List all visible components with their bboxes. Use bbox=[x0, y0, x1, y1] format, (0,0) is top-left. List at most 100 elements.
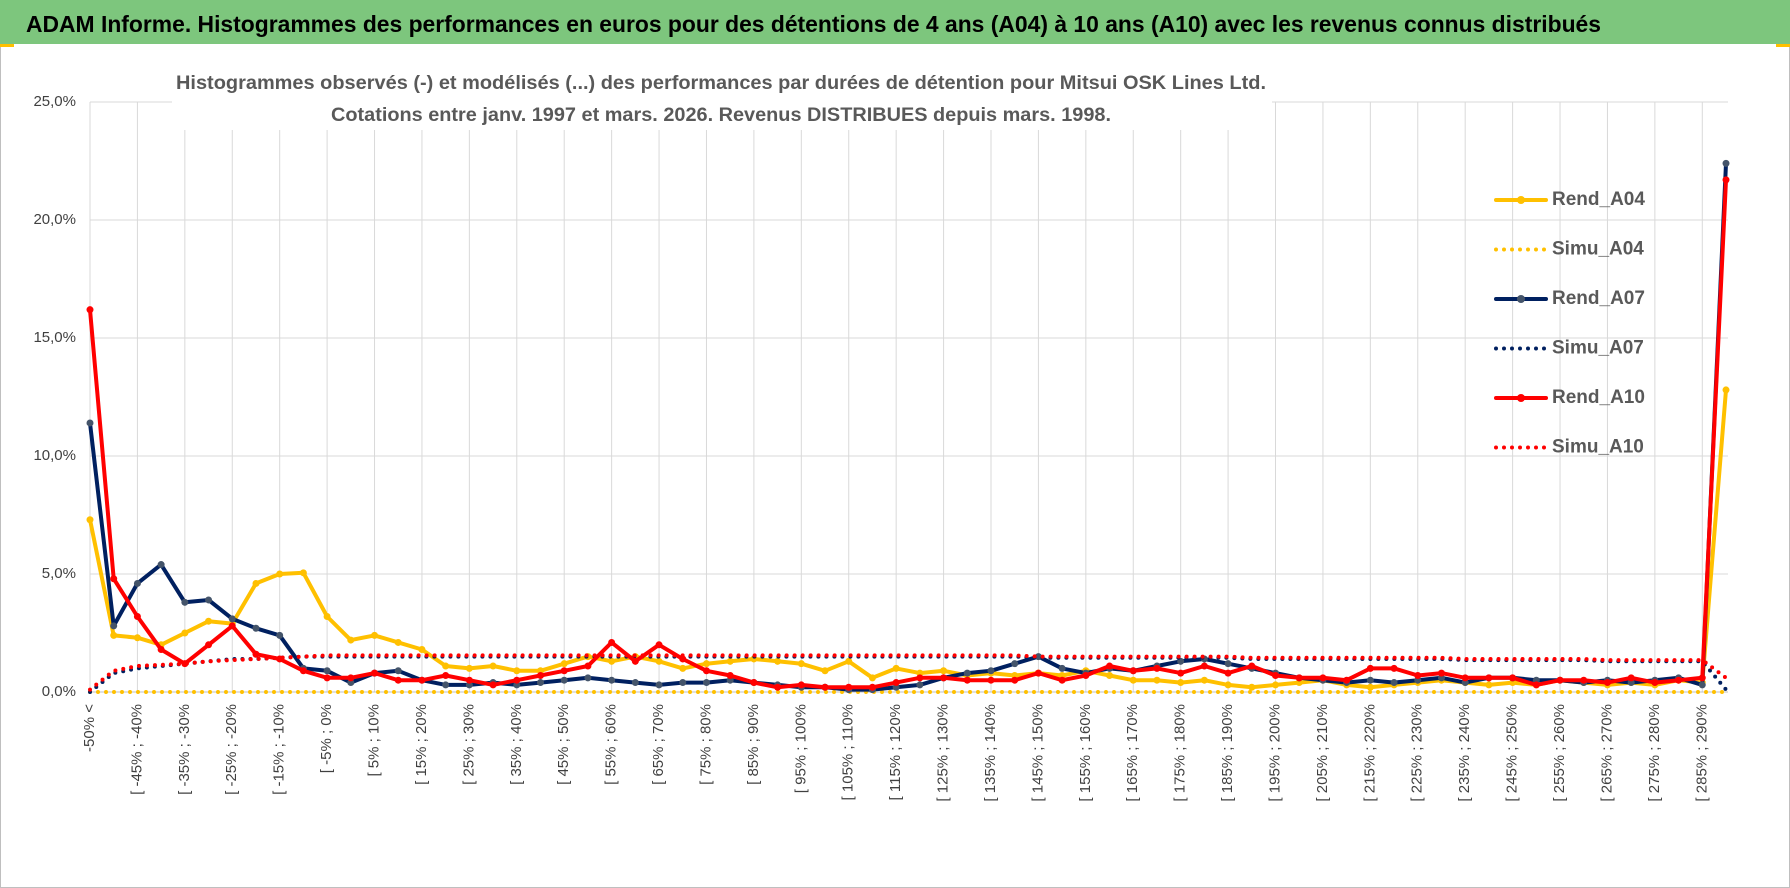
marker bbox=[1058, 664, 1066, 672]
marker bbox=[1580, 676, 1588, 684]
marker bbox=[228, 622, 236, 630]
marker bbox=[750, 679, 758, 687]
marker bbox=[560, 676, 568, 684]
marker bbox=[228, 615, 236, 623]
x-tick-label: [ -35% ; -30% bbox=[176, 704, 193, 795]
marker bbox=[1248, 683, 1256, 691]
x-tick-label: [ 285% ; 290% bbox=[1693, 704, 1710, 802]
marker bbox=[845, 657, 853, 665]
plot bbox=[86, 159, 1730, 694]
marker bbox=[868, 683, 876, 691]
marker bbox=[1153, 676, 1161, 684]
marker bbox=[489, 662, 497, 670]
x-tick-label: [ 245% ; 250% bbox=[1504, 704, 1521, 802]
x-tick-label: [ 55% ; 60% bbox=[603, 704, 620, 785]
marker bbox=[205, 641, 213, 649]
marker bbox=[157, 561, 165, 569]
legend-marker bbox=[1517, 394, 1525, 402]
marker bbox=[821, 667, 829, 675]
marker bbox=[726, 657, 734, 665]
marker bbox=[940, 674, 948, 682]
marker bbox=[323, 674, 331, 682]
marker bbox=[394, 667, 402, 675]
marker bbox=[418, 676, 426, 684]
marker bbox=[1224, 669, 1232, 677]
marker bbox=[252, 579, 260, 587]
marker bbox=[1248, 662, 1256, 670]
marker bbox=[774, 657, 782, 665]
x-tick-label: [ 25% ; 30% bbox=[460, 704, 477, 785]
marker bbox=[1509, 674, 1517, 682]
marker bbox=[702, 667, 710, 675]
marker bbox=[1485, 681, 1493, 689]
marker bbox=[631, 657, 639, 665]
marker bbox=[631, 679, 639, 687]
marker bbox=[513, 667, 521, 675]
marker bbox=[1272, 671, 1280, 679]
x-tick-label: [ -5% ; 0% bbox=[318, 704, 335, 773]
marker bbox=[205, 596, 213, 604]
marker bbox=[347, 674, 355, 682]
marker bbox=[1129, 667, 1137, 675]
chart-title: Histogrammes observés (-) et modélisés (… bbox=[176, 73, 1266, 94]
marker bbox=[916, 681, 924, 689]
marker bbox=[86, 516, 94, 524]
marker bbox=[133, 612, 141, 620]
marker bbox=[276, 570, 284, 578]
x-tick-label: [ -25% ; -20% bbox=[223, 704, 240, 795]
marker bbox=[489, 681, 497, 689]
x-tick-label: [ 225% ; 230% bbox=[1409, 704, 1426, 802]
line bbox=[88, 161, 1728, 692]
x-tick-label: [ 155% ; 160% bbox=[1077, 704, 1094, 802]
marker bbox=[1366, 676, 1374, 684]
marker bbox=[323, 667, 331, 675]
marker bbox=[157, 646, 165, 654]
marker bbox=[371, 669, 379, 677]
marker bbox=[1106, 662, 1114, 670]
x-tick-label: [ 235% ; 240% bbox=[1456, 704, 1473, 802]
marker bbox=[1034, 669, 1042, 677]
marker bbox=[655, 681, 663, 689]
marker bbox=[963, 669, 971, 677]
marker bbox=[1437, 669, 1445, 677]
x-tick-label: [ 125% ; 130% bbox=[935, 704, 952, 802]
x-tick-label: [ 85% ; 90% bbox=[745, 704, 762, 785]
marker bbox=[465, 664, 473, 672]
marker bbox=[1485, 674, 1493, 682]
marker bbox=[584, 662, 592, 670]
marker bbox=[347, 636, 355, 644]
marker bbox=[133, 579, 141, 587]
marker bbox=[679, 664, 687, 672]
x-tick-label: [ 45% ; 50% bbox=[555, 704, 572, 785]
marker bbox=[252, 624, 260, 632]
marker bbox=[987, 676, 995, 684]
marker bbox=[797, 660, 805, 668]
marker bbox=[702, 679, 710, 687]
marker bbox=[916, 674, 924, 682]
marker bbox=[1722, 176, 1730, 184]
marker bbox=[1200, 676, 1208, 684]
legend-marker bbox=[1517, 196, 1525, 204]
marker bbox=[1414, 671, 1422, 679]
marker bbox=[1651, 679, 1659, 687]
x-tick-label: [ 65% ; 70% bbox=[650, 704, 667, 785]
x-tick-label: [ -15% ; -10% bbox=[271, 704, 288, 795]
y-tick-label: 5,0% bbox=[42, 565, 76, 582]
x-tick-label: [ 115% ; 120% bbox=[887, 704, 904, 800]
marker bbox=[252, 650, 260, 658]
y-tick-label: 15,0% bbox=[33, 329, 76, 346]
marker bbox=[1603, 679, 1611, 687]
marker bbox=[1177, 669, 1185, 677]
marker bbox=[987, 667, 995, 675]
y-tick-label: 20,0% bbox=[33, 211, 76, 228]
marker bbox=[110, 575, 118, 583]
x-tick-label: [ 275% ; 280% bbox=[1646, 704, 1663, 802]
marker bbox=[513, 676, 521, 684]
chart-subtitle: Cotations entre janv. 1997 et mars. 2026… bbox=[331, 105, 1111, 126]
marker bbox=[299, 569, 307, 577]
x-tick-label: [ 265% ; 270% bbox=[1598, 704, 1615, 802]
marker bbox=[1627, 674, 1635, 682]
x-tick-label: [ 95% ; 100% bbox=[792, 704, 809, 793]
x-tick-label: [ 185% ; 190% bbox=[1219, 704, 1236, 802]
